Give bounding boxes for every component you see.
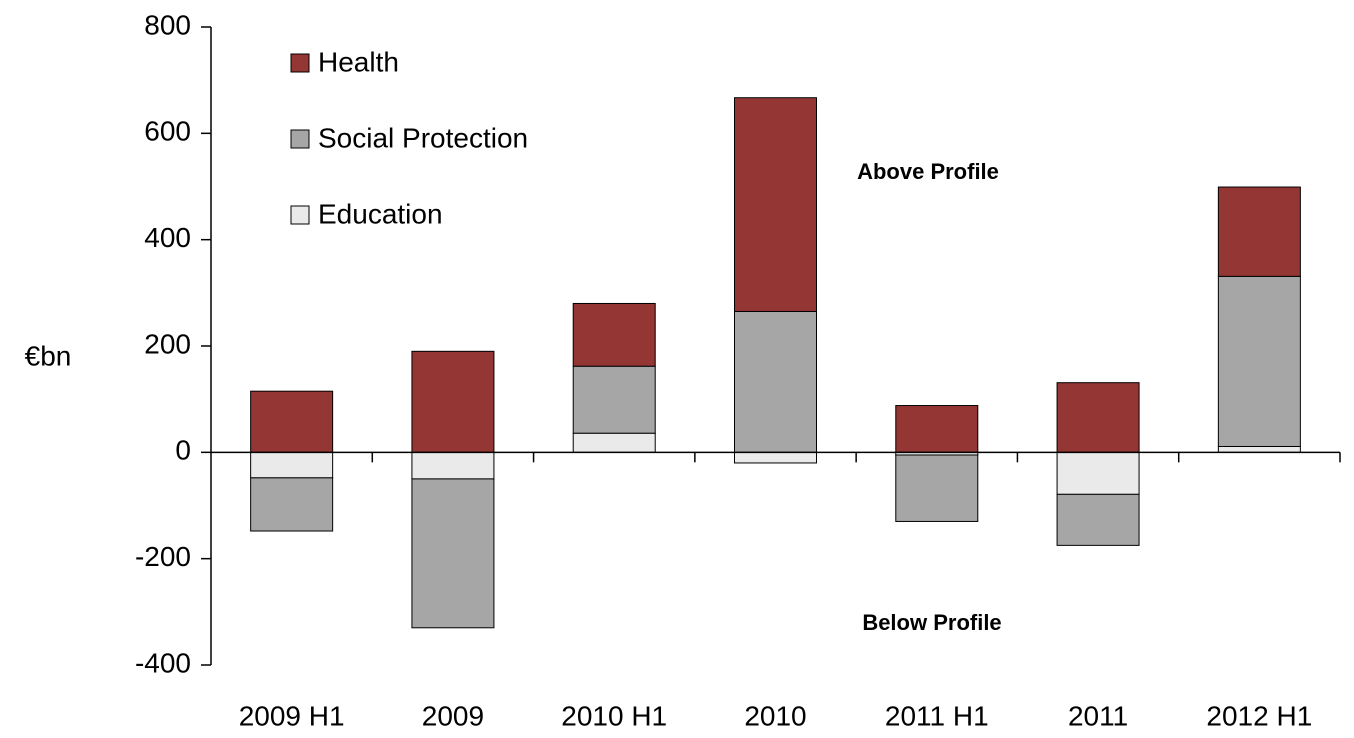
y-tick-label: 400	[144, 222, 191, 253]
bar-segment	[895, 405, 979, 453]
x-tick-label: 2009 H1	[239, 700, 345, 731]
bar-segment	[411, 451, 495, 480]
x-tick-label: 2010	[744, 700, 806, 731]
bar-segment	[1056, 382, 1140, 453]
legend-swatch	[290, 129, 310, 149]
legend-label: Social Protection	[318, 122, 528, 153]
bar-segment	[734, 97, 817, 312]
bar-segment	[250, 451, 334, 479]
bar-segment	[250, 390, 334, 453]
y-axis-title: €bn	[25, 340, 72, 371]
bar-segment	[895, 454, 979, 522]
x-tick-label: 2011 H1	[885, 700, 989, 731]
legend-label: Education	[318, 198, 443, 229]
legend-swatch	[290, 53, 310, 73]
y-tick-label: 0	[175, 435, 191, 466]
bar-segment	[1056, 451, 1140, 495]
legend-label: Health	[318, 46, 399, 77]
y-tick-label: 200	[144, 328, 191, 359]
y-tick-label: -200	[135, 541, 191, 572]
x-tick-label: 2009	[422, 700, 484, 731]
y-tick-label: -400	[135, 647, 191, 678]
x-tick-label: 2012 H1	[1206, 700, 1312, 731]
annotation: Above Profile	[857, 159, 999, 184]
x-tick-label: 2011	[1068, 700, 1128, 731]
bar-segment	[250, 477, 334, 532]
x-tick-label: 2010 H1	[561, 700, 667, 731]
y-tick-label: 800	[144, 9, 191, 40]
bar-segment	[1217, 445, 1301, 453]
legend-swatch	[290, 205, 310, 225]
annotation: Below Profile	[862, 610, 1001, 635]
bar-segment	[1217, 186, 1301, 277]
bar-segment	[1056, 493, 1140, 546]
bar-segment	[572, 432, 656, 453]
bar-segment	[572, 302, 656, 367]
y-tick-label: 600	[144, 116, 191, 147]
bar-segment	[1217, 275, 1301, 447]
bar-segment	[411, 478, 495, 629]
bar-segment	[572, 365, 656, 434]
bar-segment	[734, 310, 817, 453]
bar-segment	[411, 350, 495, 453]
bar-segment	[734, 451, 817, 464]
